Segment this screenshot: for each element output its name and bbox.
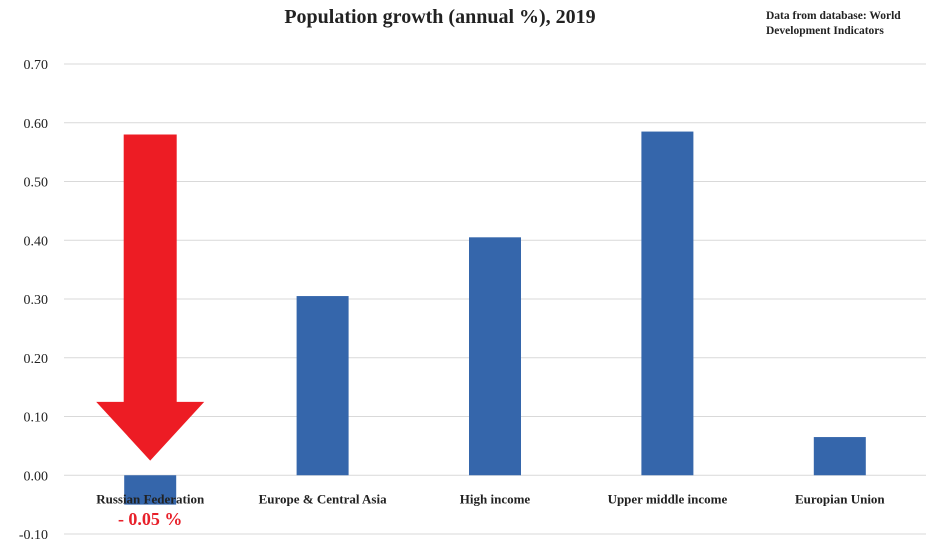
y-tick-label: 0.40 (24, 234, 49, 249)
y-axis-ticks: -0.10 0.00 0.10 0.20 0.30 0.40 0.50 0.60 0.70 (19, 58, 48, 543)
down-arrow-icon (96, 135, 204, 461)
y-tick-label: 0.30 (24, 293, 49, 308)
bar (297, 296, 349, 475)
x-tick-label: Europe & Central Asia (259, 491, 387, 506)
y-tick-label: 0.10 (24, 411, 49, 426)
x-tick-label: Russian Federation (96, 491, 205, 506)
y-tick-label: 0.60 (24, 117, 49, 132)
y-tick-label: 0.20 (24, 352, 49, 367)
annotation-arrow (96, 135, 204, 461)
bar (469, 237, 521, 475)
bar (814, 437, 866, 475)
bar (641, 132, 693, 476)
y-tick-label: 0.00 (24, 469, 49, 484)
annotation: - 0.05 % (118, 509, 183, 529)
y-tick-label: -0.10 (19, 528, 48, 543)
x-tick-label: Upper middle income (608, 491, 728, 506)
y-tick-label: 0.50 (24, 176, 49, 191)
y-tick-label: 0.70 (24, 58, 49, 73)
x-tick-label: Europian Union (795, 491, 885, 506)
bars (124, 132, 866, 505)
x-tick-label: High income (460, 491, 531, 506)
x-axis-ticks: Russian Federation Europe & Central Asia H… (96, 491, 885, 506)
annotation-label: - 0.05 % (118, 509, 183, 529)
